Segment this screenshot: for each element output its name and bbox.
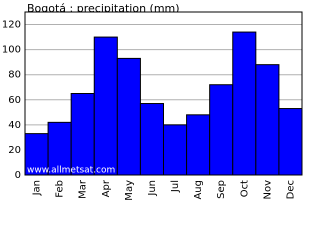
bar — [232, 31, 257, 176]
bar — [255, 64, 280, 176]
bar — [116, 57, 141, 176]
y-tick-label: 120 — [2, 20, 21, 31]
bar — [139, 103, 165, 176]
x-tick-label: Jun — [147, 180, 158, 197]
chart: Bogotá : precipitation (mm) 020406080100… — [2, 2, 303, 200]
bar — [209, 84, 234, 176]
x-tick-label: Mar — [78, 179, 89, 199]
bar — [278, 108, 303, 176]
x-tick-label: Nov — [262, 180, 273, 200]
y-tick-label: 60 — [8, 95, 21, 106]
x-tick-label: Aug — [193, 180, 204, 200]
y-tick-label: 100 — [2, 45, 21, 56]
y-tick-label: 20 — [8, 145, 21, 156]
y-tick-label: 80 — [8, 70, 21, 81]
x-tick-label: Sep — [216, 180, 227, 199]
x-tick-label: Apr — [101, 179, 112, 197]
watermark: www.allmetsat.com — [27, 166, 115, 176]
bar — [93, 36, 118, 176]
bar — [163, 124, 188, 176]
x-tick-label: Jul — [170, 180, 181, 193]
bar — [70, 93, 95, 176]
plot-frame — [24, 11, 303, 176]
x-tick-label: Dec — [285, 180, 296, 199]
x-tick-label: Jan — [32, 180, 43, 196]
bar — [186, 114, 211, 176]
x-tick-label: Oct — [239, 180, 250, 197]
y-tick-label: 0 — [15, 170, 21, 181]
x-tick-label: Feb — [55, 180, 66, 198]
x-tick-label: May — [124, 180, 135, 200]
y-tick-label: 40 — [8, 120, 21, 131]
